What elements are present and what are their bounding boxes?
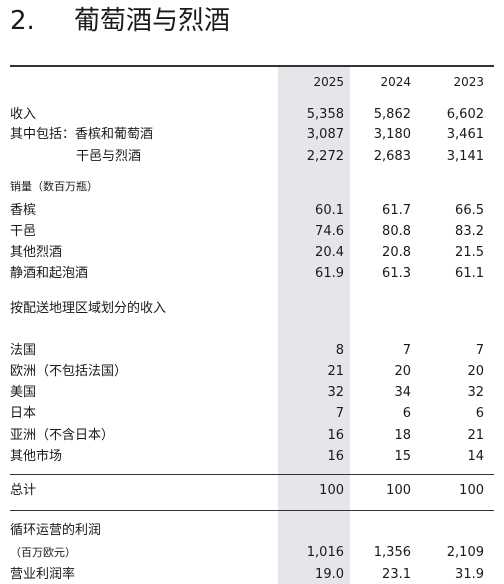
cell-value: 14	[467, 449, 484, 464]
row-label: 静酒和起泡酒	[10, 266, 89, 281]
cell-value: 100	[319, 483, 344, 498]
cell-value: 34	[394, 385, 411, 400]
cell-value: 8	[335, 343, 344, 358]
cell-value: 66.5	[455, 203, 484, 218]
cell-value: 1,356	[373, 545, 411, 560]
cell-value: 6,602	[446, 107, 484, 122]
cell-value: 31.9	[455, 567, 484, 582]
cell-value: 18	[394, 428, 411, 443]
row-label: 收入	[10, 107, 37, 122]
cell-value: 16	[327, 428, 344, 443]
cell-value: 20	[467, 364, 484, 379]
row-label: 其他烈酒	[10, 245, 63, 260]
cell-value: 60.1	[315, 203, 344, 218]
cell-value: 6	[402, 406, 411, 421]
cell-value: 32	[467, 385, 484, 400]
row-label: 其他市场	[10, 449, 63, 464]
column-header: 2024	[380, 75, 411, 89]
cell-value: 3,461	[446, 127, 484, 142]
row-label: 亚洲（不含日本）	[10, 428, 115, 443]
cell-value: 83.2	[455, 224, 484, 239]
cell-value: 32	[327, 385, 344, 400]
cell-value: 20.8	[382, 245, 411, 260]
cell-value: 61.7	[382, 203, 411, 218]
cell-value: 61.9	[315, 266, 344, 281]
row-label: 营业利润率	[10, 567, 76, 582]
cell-value: 21	[467, 428, 484, 443]
row-label: 美国	[10, 385, 37, 400]
cell-value: 3,087	[306, 127, 344, 142]
cell-value: 2,272	[306, 149, 344, 164]
column-shade	[278, 67, 350, 584]
row-label: 干邑	[10, 224, 37, 239]
cell-value: 19.0	[315, 567, 344, 582]
cell-value: 6	[475, 406, 484, 421]
row-label: 循环运营的利润	[10, 523, 102, 538]
top-rule	[10, 65, 494, 67]
row-label: 欧洲（不包括法国）	[10, 364, 128, 379]
cell-value: 2,109	[446, 545, 484, 560]
cell-value: 100	[386, 483, 411, 498]
cell-value: 1,016	[306, 545, 344, 560]
rule	[10, 510, 494, 511]
cell-value: 16	[327, 449, 344, 464]
row-label: 其中包括：香槟和葡萄酒	[10, 127, 154, 142]
cell-value: 80.8	[382, 224, 411, 239]
cell-value: 21.5	[455, 245, 484, 260]
cell-value: 21	[327, 364, 344, 379]
cell-value: 15	[394, 449, 411, 464]
column-header: 2023	[453, 75, 484, 89]
title-number: 2.	[10, 6, 35, 36]
row-label: 日本	[10, 406, 37, 421]
cell-value: 20	[394, 364, 411, 379]
cell-value: 61.3	[382, 266, 411, 281]
cell-value: 7	[335, 406, 344, 421]
cell-value: 7	[402, 343, 411, 358]
cell-value: 3,180	[373, 127, 411, 142]
row-label: （百万欧元）	[10, 546, 76, 559]
cell-value: 61.1	[455, 266, 484, 281]
row-label: 法国	[10, 343, 37, 358]
cell-value: 100	[459, 483, 484, 498]
cell-value: 7	[475, 343, 484, 358]
row-label: 销量（数百万瓶）	[10, 180, 98, 193]
title-text: 葡萄酒与烈酒	[74, 6, 231, 36]
cell-value: 20.4	[315, 245, 344, 260]
cell-value: 5,358	[306, 107, 344, 122]
rule	[10, 474, 494, 475]
cell-value: 5,862	[373, 107, 411, 122]
cell-value: 3,141	[446, 149, 484, 164]
row-label: 总计	[10, 483, 37, 498]
row-label: 干邑与烈酒	[76, 149, 142, 164]
cell-value: 23.1	[382, 567, 411, 582]
cell-value: 2,683	[373, 149, 411, 164]
cell-value: 74.6	[315, 224, 344, 239]
row-label: 香槟	[10, 203, 37, 218]
column-header: 2025	[313, 75, 344, 89]
row-label: 按配送地理区域划分的收入	[10, 301, 167, 316]
